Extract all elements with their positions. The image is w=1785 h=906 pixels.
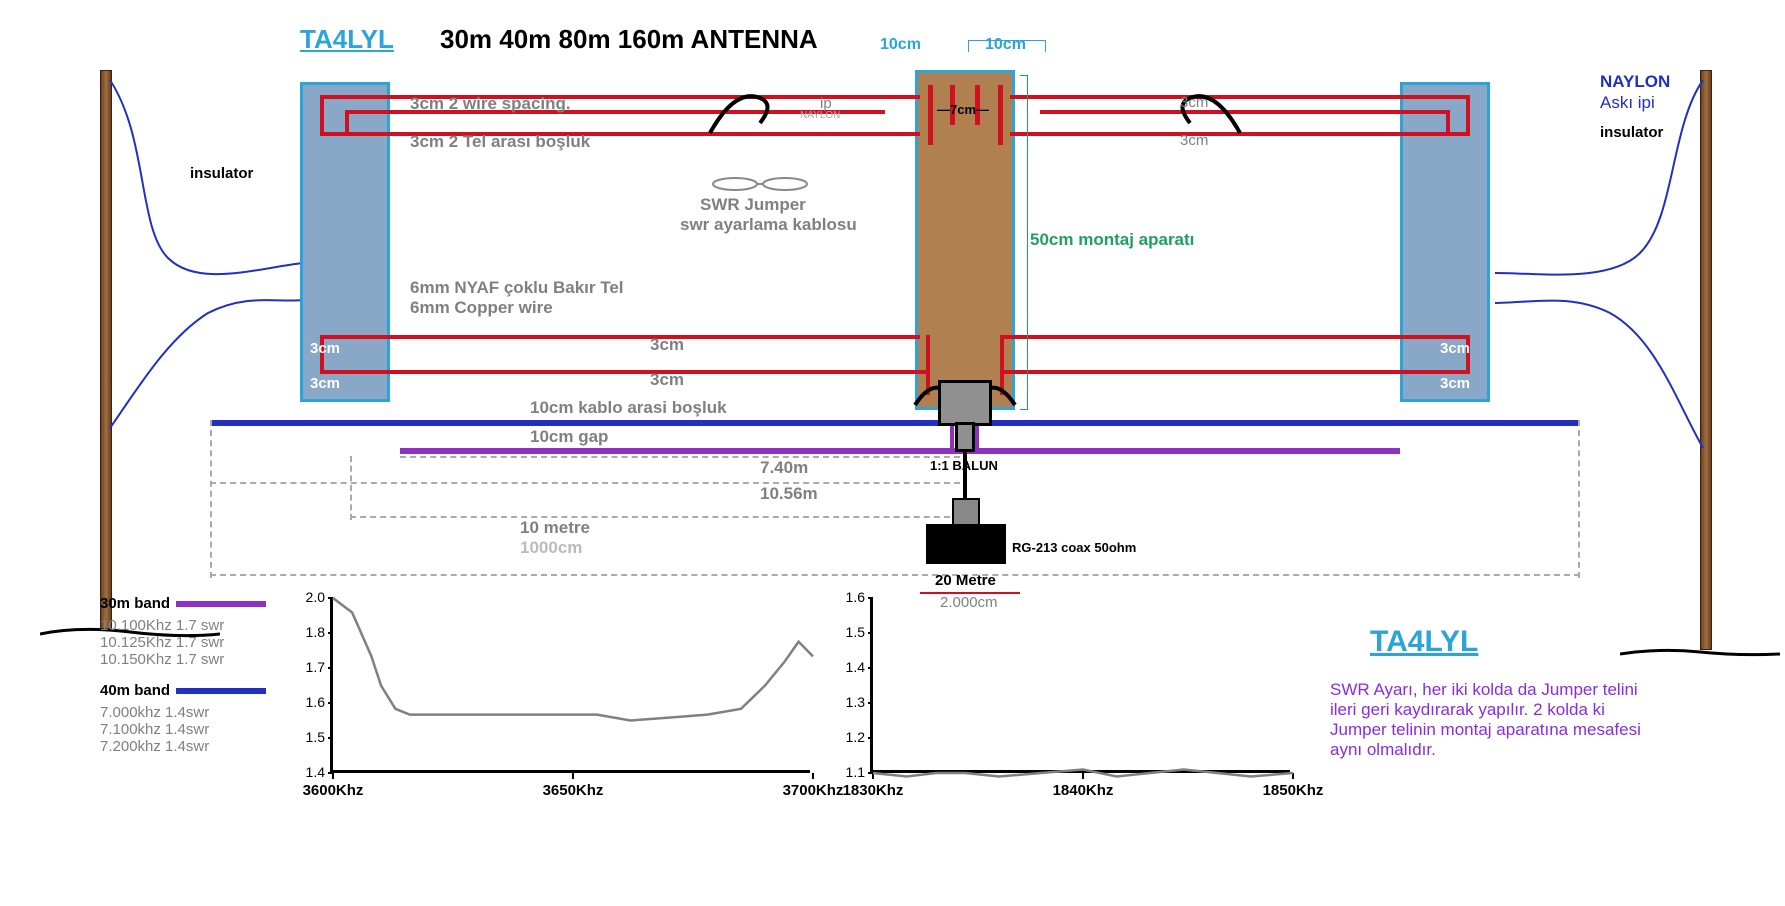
dim-740: 7.40m (760, 458, 808, 478)
l3cm-1: 3cm (310, 340, 340, 357)
mid3cm-1: 3cm (650, 335, 684, 355)
wire-top2-right-v (1446, 110, 1450, 135)
dim-20m-vr (1578, 420, 1580, 578)
svg-text:1.4: 1.4 (846, 659, 866, 675)
footer-note: SWR Ayarı, her iki kolda da Jumper telin… (1330, 680, 1730, 760)
legend-40m-l1: 7.000khz 1.4swr (100, 704, 266, 721)
footer-callsign: TA4LYL (1370, 625, 1478, 659)
dim-1056: 10.56m (760, 484, 818, 504)
svg-text:1.1: 1.1 (846, 764, 866, 780)
dim-20m-vl (210, 420, 212, 578)
wire-bot2-right (1000, 370, 1470, 374)
mid3cm-2: 3cm (650, 370, 684, 390)
swr-jumper-tr: swr ayarlama kablosu (680, 215, 857, 235)
svg-text:2.0: 2.0 (306, 589, 326, 605)
spacing-tr: 3cm 2 Tel arası boşluk (410, 132, 590, 152)
insulator-left-label: insulator (190, 165, 253, 182)
legend-30m-swatch (176, 601, 266, 607)
legend-30m-l2: 10.125Khz 1.7 swr (100, 634, 266, 651)
chart-160m: 1.61.51.41.31.21.11830Khz1840Khz1850Khz (870, 598, 1290, 773)
spacing-r2: 3cm (1180, 132, 1208, 149)
wire-30m (400, 448, 1400, 454)
svg-text:1.6: 1.6 (306, 694, 326, 710)
wire-40m (210, 420, 1580, 426)
svg-text:1840Khz: 1840Khz (1053, 782, 1114, 799)
legend-40m-l2: 7.100khz 1.4swr (100, 721, 266, 738)
title-main: 30m 40m 80m 160m ANTENNA (440, 24, 818, 55)
svg-text:1.3: 1.3 (846, 694, 866, 710)
legend-30m-title: 30m band (100, 595, 170, 612)
l3cm-2: 3cm (310, 375, 340, 392)
jumper-cable-icon (710, 172, 830, 196)
wire-en: 6mm Copper wire (410, 298, 553, 318)
wire-bot1-right (1000, 335, 1470, 339)
svg-text:1.7: 1.7 (306, 659, 326, 675)
rope-right (1490, 78, 1705, 458)
svg-text:1.8: 1.8 (306, 624, 326, 640)
chart-80m-svg: 2.01.81.71.61.51.43600Khz3650Khz3700Khz (333, 598, 813, 773)
rope-left (108, 78, 308, 438)
dim-10m: 10 metre (520, 518, 590, 538)
legend-30m-l3: 10.150Khz 1.7 swr (100, 651, 266, 668)
dim-1056-line (210, 482, 960, 484)
svg-text:1.5: 1.5 (306, 729, 326, 745)
rg-top (952, 498, 980, 526)
balun-connector (955, 422, 975, 452)
r3cm-2: 3cm (1440, 375, 1470, 392)
legend-block: 30m band 10.100Khz 1.7 swr 10.125Khz 1.7… (100, 595, 266, 755)
dim-7cm: —7cm— (937, 102, 989, 117)
chart-80m: 2.01.81.71.61.51.43600Khz3650Khz3700Khz (330, 598, 810, 773)
dim-20m: 20 Metre (935, 572, 996, 589)
wire-bot1-left (320, 335, 920, 339)
dim-1000cm: 1000cm (520, 538, 582, 558)
dim-20m-line (210, 574, 1580, 576)
legend-40m-swatch (176, 688, 266, 694)
naylon-label: NAYLON (800, 110, 840, 121)
legend-30m-l1: 10.100Khz 1.7 swr (100, 617, 266, 634)
note-l2: ileri geri kaydırarak yapılır. 2 kolda k… (1330, 700, 1730, 720)
dim-10cm-a: 10cm (880, 36, 921, 54)
balun-leads (910, 380, 1020, 410)
legend-40m-l3: 7.200khz 1.4swr (100, 738, 266, 755)
wire-bot2-left (320, 370, 930, 374)
spacing-r1: 3cm (1180, 94, 1208, 111)
chart-160m-svg: 1.61.51.41.31.21.11830Khz1840Khz1850Khz (873, 598, 1293, 773)
svg-text:1.6: 1.6 (846, 589, 866, 605)
rg-box (926, 524, 1006, 564)
title-callsign: TA4LYL (300, 24, 394, 55)
spacing-en: 3cm 2 wire spacing. (410, 94, 571, 114)
mount-bracket (1020, 75, 1028, 410)
swr-jumper-en: SWR Jumper (700, 195, 806, 215)
wire-top1-left-v (320, 95, 324, 135)
mount-label: 50cm montaj aparatı (1030, 230, 1194, 250)
ground-right (1620, 644, 1780, 660)
wire-center-l1 (928, 85, 933, 145)
note-l3: Jumper telinin montaj aparatına mesafesi (1330, 720, 1730, 740)
dim-bracket (968, 40, 1046, 52)
askiipi-label: Askı ipi (1600, 93, 1655, 113)
legend-40m-title: 40m band (100, 682, 170, 699)
naylon-right-label: NAYLON (1600, 72, 1670, 92)
svg-text:1850Khz: 1850Khz (1263, 782, 1324, 799)
dim-10m-v (350, 456, 352, 520)
insulator-right-label: insulator (1600, 124, 1663, 141)
svg-text:3600Khz: 3600Khz (303, 782, 364, 799)
gap-tr: 10cm kablo arasi boşluk (530, 398, 727, 418)
svg-text:1.5: 1.5 (846, 624, 866, 640)
wire-top1-right-v (1466, 95, 1470, 135)
svg-text:1830Khz: 1830Khz (843, 782, 904, 799)
svg-text:1.2: 1.2 (846, 729, 866, 745)
svg-text:3700Khz: 3700Khz (783, 782, 844, 799)
note-l1: SWR Ayarı, her iki kolda da Jumper telin… (1330, 680, 1730, 700)
r3cm-1: 3cm (1440, 340, 1470, 357)
gap-en: 10cm gap (530, 427, 608, 447)
wire-center-r1 (998, 85, 1003, 145)
svg-text:3650Khz: 3650Khz (543, 782, 604, 799)
coax-label: RG-213 coax 50ohm (1012, 540, 1136, 555)
note-l4: aynı olmalıdır. (1330, 740, 1730, 760)
wire-tr: 6mm NYAF çoklu Bakır Tel (410, 278, 624, 298)
dim-740-line (400, 456, 960, 458)
dim-10m-line (350, 516, 960, 518)
svg-text:1.4: 1.4 (306, 764, 326, 780)
